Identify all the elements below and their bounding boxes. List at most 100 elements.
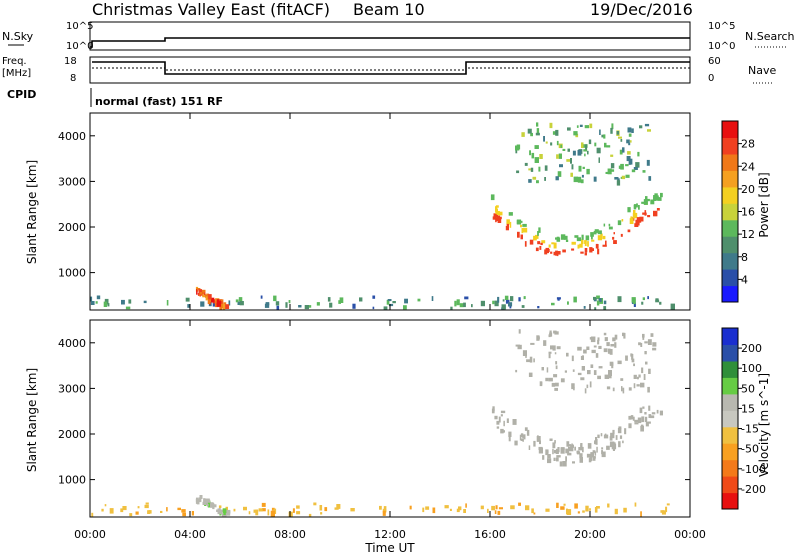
colorbar-segment <box>722 360 738 378</box>
data-cell <box>636 384 640 387</box>
data-cell <box>554 440 556 444</box>
data-cell <box>222 303 226 310</box>
colorbar-tick-label: 20 <box>741 183 755 196</box>
data-cell <box>508 431 512 437</box>
data-cell <box>516 170 520 174</box>
data-cell <box>495 505 498 510</box>
data-cell <box>642 333 645 338</box>
colorbar-segment <box>722 492 738 510</box>
data-cell <box>222 508 227 514</box>
data-cell <box>619 149 623 155</box>
data-cell <box>524 241 527 247</box>
data-cell <box>593 456 596 459</box>
data-cell <box>555 382 559 387</box>
data-cell <box>579 124 583 127</box>
data-cell <box>491 408 495 414</box>
data-cell <box>456 299 460 306</box>
data-cell <box>533 235 537 241</box>
data-cell <box>618 441 621 448</box>
data-cell <box>529 150 531 156</box>
data-cell <box>645 416 648 422</box>
data-cell <box>207 298 211 304</box>
data-cell <box>633 167 638 170</box>
data-cell <box>556 251 561 255</box>
data-cell <box>497 296 500 303</box>
data-cell <box>554 352 557 355</box>
data-cell <box>645 421 649 427</box>
data-cell <box>603 434 609 439</box>
data-cell <box>496 420 500 425</box>
colorbar-segment <box>722 153 738 171</box>
data-cell <box>551 382 556 387</box>
data-cell <box>590 248 594 251</box>
data-cell <box>645 212 647 216</box>
data-cell <box>543 136 545 142</box>
data-cell <box>553 251 556 256</box>
nave-trace <box>92 67 690 71</box>
data-cell <box>582 510 585 513</box>
data-cell <box>201 289 206 294</box>
data-cell <box>273 295 277 302</box>
data-cell <box>574 235 579 238</box>
data-cell <box>197 293 200 296</box>
velocity-colorbar-label: Velocity [m s^-1] <box>757 373 771 477</box>
data-cell <box>631 354 634 360</box>
data-cell <box>551 302 555 306</box>
data-cell <box>581 142 584 148</box>
data-cell <box>205 294 207 298</box>
data-cell <box>644 412 647 415</box>
data-cell <box>578 447 582 451</box>
data-cell <box>596 147 601 154</box>
data-cell <box>526 359 531 363</box>
data-cell <box>492 216 497 220</box>
velocity-ylabel: Slant Range [km] <box>25 368 39 472</box>
data-cell <box>627 127 632 133</box>
data-cell <box>643 374 646 380</box>
data-cell <box>547 454 551 459</box>
data-cell <box>605 171 610 174</box>
data-cell <box>218 505 222 509</box>
time-tick-label: 20:00 <box>574 528 606 541</box>
data-cell <box>563 235 568 240</box>
data-cell <box>589 455 592 462</box>
data-cell <box>540 242 543 246</box>
freq-panel <box>89 56 691 84</box>
data-cell <box>597 235 603 241</box>
data-cell <box>264 303 270 308</box>
data-cell <box>577 244 580 249</box>
data-cell <box>653 210 658 217</box>
data-cell <box>610 154 614 157</box>
data-cell <box>589 123 593 129</box>
data-cell <box>568 444 571 447</box>
data-cell <box>555 451 559 454</box>
data-cell <box>121 299 125 305</box>
data-cell <box>120 508 124 513</box>
data-cell <box>579 457 583 463</box>
data-cell <box>417 298 421 302</box>
data-cell <box>543 340 547 346</box>
data-cell <box>392 301 396 304</box>
data-cell <box>196 497 199 501</box>
data-cell <box>602 244 607 247</box>
data-cell <box>260 295 263 299</box>
colorbar-segment <box>722 203 738 221</box>
colorbar-tick-label: 50 <box>741 382 755 395</box>
data-cell <box>567 148 570 152</box>
data-cell <box>535 132 540 136</box>
data-cell <box>91 512 94 517</box>
data-cell <box>659 410 663 416</box>
data-cell <box>594 451 597 456</box>
data-cell <box>530 167 534 172</box>
data-cell <box>622 147 625 153</box>
data-cell <box>308 513 312 517</box>
data-cell <box>382 508 387 513</box>
data-cell <box>545 141 548 144</box>
data-cell <box>654 193 658 198</box>
data-cell <box>607 503 610 508</box>
data-cell <box>632 416 635 421</box>
data-cell <box>219 304 223 310</box>
data-cell <box>632 212 638 219</box>
data-cell <box>607 168 612 175</box>
data-cell <box>566 508 568 515</box>
data-cell <box>571 241 576 245</box>
